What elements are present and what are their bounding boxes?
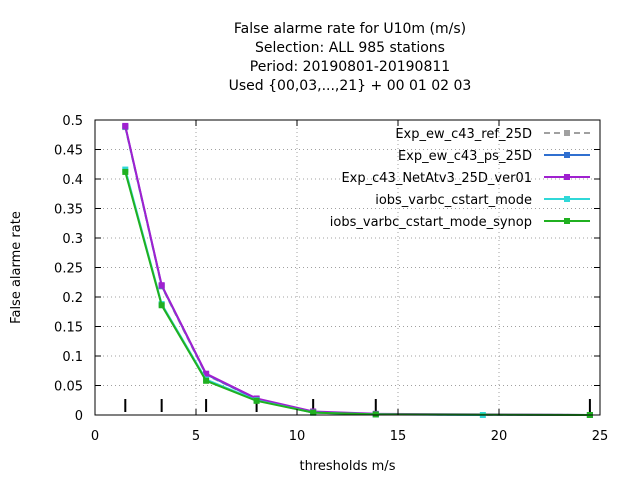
series-lines xyxy=(122,122,593,418)
series-2-point-1 xyxy=(158,282,165,289)
legend-marker-0 xyxy=(564,130,570,136)
y-tick-label-9: 0.45 xyxy=(54,144,83,159)
legend: Exp_ew_c43_ref_25D Exp_ew_c43_ps_25D Exp_c… xyxy=(330,127,590,230)
threshold-markers xyxy=(124,399,591,412)
series-2-point-0 xyxy=(122,122,129,129)
y-tick-label-8: 0.4 xyxy=(62,173,83,188)
series-4-point-5 xyxy=(372,411,379,418)
x-tick-label-5: 25 xyxy=(592,429,609,444)
title-line-1: Selection: ALL 985 stations xyxy=(255,40,445,56)
y-tick-label-6: 0.3 xyxy=(62,232,83,247)
y-tick-label-5: 0.25 xyxy=(54,262,83,277)
legend-label-1: Exp_ew_c43_ps_25D xyxy=(398,149,532,164)
title-line-3: Used {00,03,...,21} + 00 01 02 03 xyxy=(229,78,472,94)
legend-label-3: iobs_varbc_cstart_mode xyxy=(375,193,532,208)
x-tick-label-2: 10 xyxy=(289,429,306,444)
series-4-point-2 xyxy=(203,377,210,384)
series-line-2 xyxy=(124,125,590,416)
x-tick-label-4: 20 xyxy=(491,429,508,444)
chart-title: False alarme rate for U10m (m/s) Selectio… xyxy=(229,21,472,94)
x-tick-label-0: 0 xyxy=(91,429,99,444)
x-tick-label-3: 15 xyxy=(390,429,407,444)
y-tick-label-2: 0.1 xyxy=(62,350,83,365)
legend-label-2: Exp_c43_NetAtv3_25D_ver01 xyxy=(341,171,532,186)
series-line-1 xyxy=(124,126,590,416)
title-line-0: False alarme rate for U10m (m/s) xyxy=(234,21,466,37)
series-4-point-3 xyxy=(253,397,260,404)
legend-label-4: iobs_varbc_cstart_mode_synop xyxy=(330,215,532,230)
y-tick-label-3: 0.15 xyxy=(54,321,83,336)
y-tick-label-0: 0 xyxy=(75,409,83,424)
legend-marker-1 xyxy=(564,152,570,158)
x-tick-label-1: 5 xyxy=(192,429,200,444)
y-tick-label-7: 0.35 xyxy=(54,203,83,218)
y-tick-label-4: 0.2 xyxy=(62,291,83,306)
series-4-point-4 xyxy=(310,409,317,416)
x-axis-label: thresholds m/s xyxy=(300,459,396,474)
legend-label-0: Exp_ew_c43_ref_25D xyxy=(395,127,532,142)
y-tick-label-10: 0.5 xyxy=(62,114,83,129)
y-axis-label: False alarme rate xyxy=(9,211,24,324)
series-line-4 xyxy=(124,171,590,416)
grid xyxy=(95,120,600,415)
axis-ticks: 0 5 10 15 20 25 0 0.05 0.1 0.15 0.2 0.25 0.3 0.35 0.4 0… xyxy=(54,114,608,444)
y-tick-label-1: 0.05 xyxy=(54,380,83,395)
legend-marker-3 xyxy=(564,196,570,202)
legend-marker-4 xyxy=(564,218,570,224)
title-line-2: Period: 20190801-20190811 xyxy=(250,59,450,75)
series-4-point-0 xyxy=(122,168,129,175)
series-2-point-2 xyxy=(203,370,210,377)
legend-marker-2 xyxy=(564,174,570,180)
series-4-point-1 xyxy=(158,302,165,309)
